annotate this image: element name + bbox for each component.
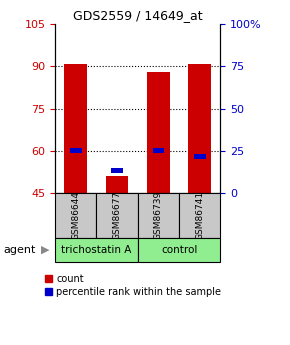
Bar [106,176,128,193]
Text: trichostatin A: trichostatin A [61,245,132,255]
Text: GSM86739: GSM86739 [154,191,163,240]
Bar [188,63,211,193]
Text: control: control [161,245,197,255]
Bar [138,193,179,238]
Bar [55,238,138,262]
Bar [179,193,220,238]
Bar [194,154,206,159]
Text: agent: agent [3,245,35,255]
Text: GSM86741: GSM86741 [195,191,204,240]
Bar [96,193,138,238]
Bar [64,63,87,193]
Bar [70,148,81,154]
Bar [147,72,170,193]
Text: GSM86644: GSM86644 [71,191,80,240]
Bar [153,148,164,154]
Bar [55,193,96,238]
Text: GSM86677: GSM86677 [113,191,122,240]
Bar [138,238,220,262]
Title: GDS2559 / 14649_at: GDS2559 / 14649_at [73,9,202,22]
Legend: count, percentile rank within the sample: count, percentile rank within the sample [46,274,221,297]
Bar [111,168,123,173]
Text: ▶: ▶ [41,245,49,255]
